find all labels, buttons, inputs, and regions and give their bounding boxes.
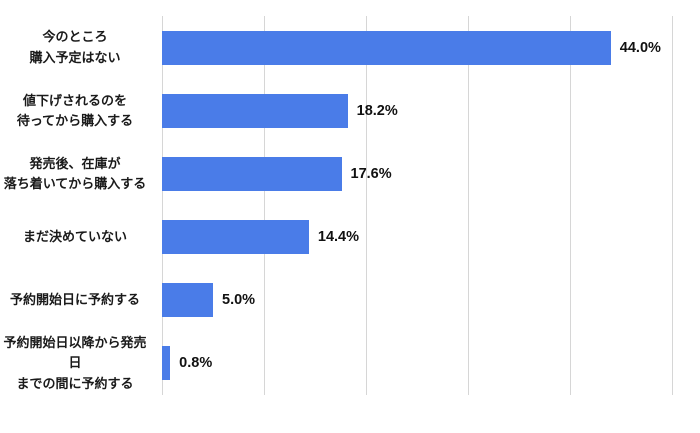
- chart-row: 発売後、在庫が 落ち着いてから購入する 17.6%: [0, 142, 700, 205]
- gridlines: [162, 16, 673, 395]
- gridline: [162, 16, 163, 395]
- bar-track: 44.0%: [162, 30, 672, 65]
- bar-track: 14.4%: [162, 220, 672, 255]
- category-label: 今のところ 購入予定はない: [29, 29, 121, 65]
- chart-rows: 今のところ 購入予定はない 44.0% 値下げされるのを 待ってから購入する 18.2…: [0, 16, 700, 395]
- gridline: [570, 16, 571, 395]
- bar-track: 18.2%: [162, 93, 672, 128]
- category-label: 値下げされるのを 待ってから購入する: [16, 92, 134, 128]
- category-label: 発売後、在庫が 落ち着いてから購入する: [3, 155, 147, 191]
- category-label: 予約開始日以降から発売日 までの間に予約する: [3, 335, 147, 391]
- chart-row: まだ決めていない 14.4%: [0, 206, 700, 269]
- bar-track: 5.0%: [162, 283, 672, 318]
- bar: [162, 220, 309, 255]
- value-label: 0.8%: [179, 355, 213, 372]
- gridline: [264, 16, 265, 395]
- chart-row: 値下げされるのを 待ってから購入する 18.2%: [0, 79, 700, 142]
- value-label: 17.6%: [350, 165, 392, 182]
- bar: [162, 346, 171, 381]
- chart-row: 予約開始日以降から発売日 までの間に予約する 0.8%: [0, 332, 700, 395]
- value-label: 14.4%: [317, 229, 359, 246]
- chart-row: 今のところ 購入予定はない 44.0%: [0, 16, 700, 79]
- gridline: [366, 16, 367, 395]
- bar: [162, 283, 213, 318]
- category-label: 予約開始日に予約する: [9, 292, 140, 308]
- value-label: 18.2%: [356, 102, 398, 119]
- bar-track: 17.6%: [162, 156, 672, 191]
- gridline: [672, 16, 673, 395]
- chart-row: 予約開始日に予約する 5.0%: [0, 269, 700, 332]
- value-label: 5.0%: [222, 292, 256, 309]
- bar-track: 0.8%: [162, 346, 672, 381]
- bar: [162, 30, 611, 65]
- gridline: [468, 16, 469, 395]
- bar: [162, 93, 348, 128]
- value-label: 44.0%: [619, 39, 661, 56]
- bar: [162, 156, 342, 191]
- category-label: まだ決めていない: [22, 229, 127, 245]
